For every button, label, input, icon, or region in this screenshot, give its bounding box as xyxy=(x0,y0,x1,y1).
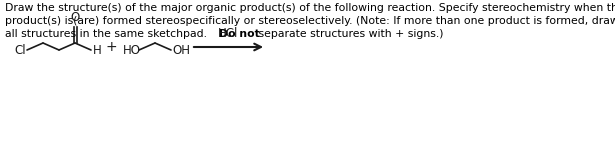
Text: HO: HO xyxy=(123,43,141,56)
Text: product(s) is(are) formed stereospecifically or stereoselectively. (Note: If mor: product(s) is(are) formed stereospecific… xyxy=(5,16,615,26)
Text: OH: OH xyxy=(172,43,190,56)
Text: H: H xyxy=(93,45,101,58)
Text: Draw the structure(s) of the major organic product(s) of the following reaction.: Draw the structure(s) of the major organ… xyxy=(5,3,615,13)
Text: Do not: Do not xyxy=(219,29,260,39)
Text: +: + xyxy=(105,40,117,54)
Text: HCl: HCl xyxy=(218,27,239,40)
Text: separate structures with + signs.): separate structures with + signs.) xyxy=(255,29,443,39)
Text: all structures in the same sketchpad.: all structures in the same sketchpad. xyxy=(5,29,210,39)
Text: Cl: Cl xyxy=(14,43,26,56)
Text: O: O xyxy=(70,11,79,24)
